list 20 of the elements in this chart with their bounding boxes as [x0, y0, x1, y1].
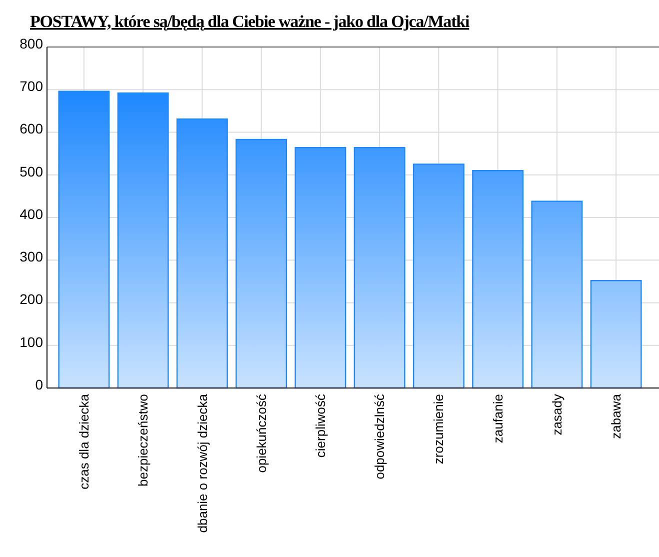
x-tick-label: zrozumienie — [431, 394, 446, 464]
y-tick-label: 400 — [20, 206, 44, 222]
y-tick-label: 800 — [20, 35, 44, 52]
chart-title: POSTAWY, które są/będą dla Ciebie ważne - jako dla Ojca/Matki — [30, 12, 470, 31]
x-tick-label: opiekuńczość — [254, 394, 269, 473]
x-tick-label: zasady — [549, 394, 564, 436]
x-tick-label: dbanie o rozwój dziecka — [194, 393, 210, 533]
y-tick-label: 100 — [20, 334, 44, 350]
y-tick-label: 300 — [20, 248, 44, 265]
x-tick-label: czas dla dziecka — [76, 393, 92, 490]
x-tick-label: cierpliwość — [312, 394, 328, 458]
y-tick-label: 200 — [20, 291, 44, 308]
y-tick-label: 600 — [20, 120, 44, 137]
y-tick-label: 0 — [35, 376, 44, 392]
y-tick-label: 500 — [20, 163, 44, 180]
x-tick-label: bezpieczeństwo — [136, 394, 151, 486]
x-tick-label: zabawa — [608, 393, 624, 439]
x-tick-label: odpowiedzlnść — [372, 394, 388, 480]
y-tick-label: 700 — [20, 78, 44, 94]
x-tick-label: zaufanie — [490, 394, 506, 444]
